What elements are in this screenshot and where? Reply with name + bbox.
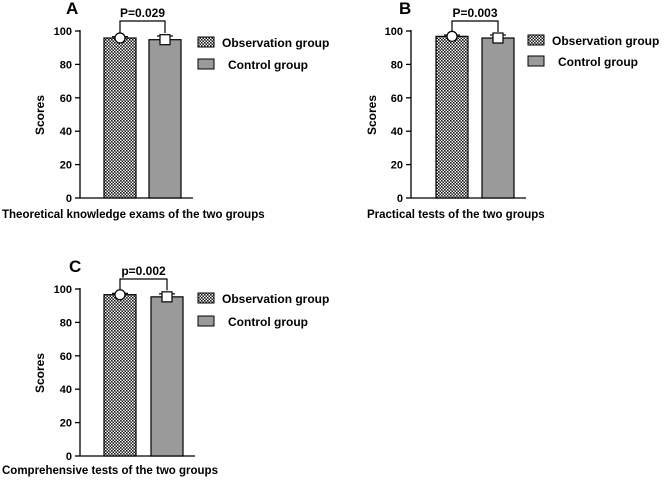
chart2-significance-bracket: [119, 278, 168, 291]
chart0-bar-control: [148, 39, 182, 199]
chart0-y-tick-label: 0: [66, 193, 72, 205]
chart0-legend-swatch-control: [197, 58, 215, 70]
chart0-y-tick-label: 20: [60, 160, 72, 172]
chart2-point-observation: [114, 289, 126, 301]
chart1-legend-label-observation: Observation group: [552, 34, 659, 48]
chart2-y-tick-label: 80: [60, 317, 72, 329]
chart2-y-axis-title: Scores: [33, 353, 47, 393]
chart2-y-tick-label: 0: [66, 451, 72, 463]
chart0-y-tick-label: 80: [60, 59, 72, 71]
panel-c: C 0 20 40 60 80 100 Scores Comprehensive tests o…: [2, 257, 329, 477]
chart2-y-tick-label: 60: [60, 351, 72, 363]
chart2-legend-swatch-observation: [197, 292, 215, 304]
chart1-x-axis-title: Practical tests of the two groups: [367, 209, 545, 221]
chart1-legend-swatch-control: [527, 55, 545, 67]
chart1-point-control: [492, 32, 504, 44]
chart1-panel-letter: B: [399, 0, 411, 18]
chart2-y-tick-label: 20: [60, 418, 72, 430]
chart0-point-control: [159, 34, 171, 46]
chart2-p-value-label: p=0.002: [121, 264, 166, 278]
chart1-y-tick-label: 100: [385, 26, 403, 38]
chart0-bar-observation: [103, 37, 137, 199]
chart0-y-axis-title: Scores: [33, 95, 47, 135]
chart0-legend-swatch-observation: [197, 36, 215, 48]
chart2-legend-swatch-control: [197, 315, 215, 327]
chart0-y-tick-label: 100: [54, 26, 72, 38]
chart2-y-tick-label: 100: [54, 284, 72, 296]
chart2-y-tick-label: 40: [60, 384, 72, 396]
chart1-y-tick-label: 80: [391, 59, 403, 71]
chart1-y-tick-label: 0: [397, 193, 403, 205]
chart0-y-tick-label: 60: [60, 93, 72, 105]
chart1-y-tick-label: 40: [391, 126, 403, 138]
chart1-y-tick-label: 60: [391, 93, 403, 105]
chart0-legend-label-observation: Observation group: [222, 36, 329, 50]
panel-b: B 0 20 40 60 80 100 Scores Practical tests of th…: [365, 0, 659, 221]
chart2-x-axis-title: Comprehensive tests of the two groups: [2, 465, 218, 477]
chart2-bar-observation: [103, 294, 137, 457]
chart0-panel-letter: A: [66, 0, 78, 18]
chart0-point-observation: [114, 32, 126, 44]
chart2-legend-label-observation: Observation group: [222, 292, 329, 306]
chart2-bar-control: [150, 296, 184, 457]
chart0-p-value-label: P=0.029: [120, 6, 165, 20]
chart0-x-axis-title: Theoretical knowledge exams of the two g…: [2, 209, 265, 221]
chart1-legend-label-control: Control group: [558, 55, 638, 69]
chart1-y-tick-label: 20: [391, 160, 403, 172]
chart1-p-value-label: P=0.003: [452, 6, 497, 20]
chart1-legend-swatch-observation: [527, 34, 545, 46]
chart2-point-control: [161, 291, 173, 303]
chart0-legend-label-control: Control group: [228, 58, 308, 72]
panel-a: A 0 20 40 60 80 100 Scores Theoretical knowledge…: [2, 0, 329, 221]
chart2-panel-letter: C: [69, 257, 81, 276]
chart0-significance-bracket: [119, 20, 166, 34]
chart1-point-observation: [446, 30, 458, 42]
chart1-y-axis-title: Scores: [365, 95, 379, 135]
chart1-bar-observation: [435, 35, 469, 199]
chart0-y-tick-label: 40: [60, 126, 72, 138]
chart1-bar-control: [481, 37, 515, 199]
chart2-legend-label-control: Control group: [228, 315, 308, 329]
chart1-significance-bracket: [451, 20, 499, 33]
